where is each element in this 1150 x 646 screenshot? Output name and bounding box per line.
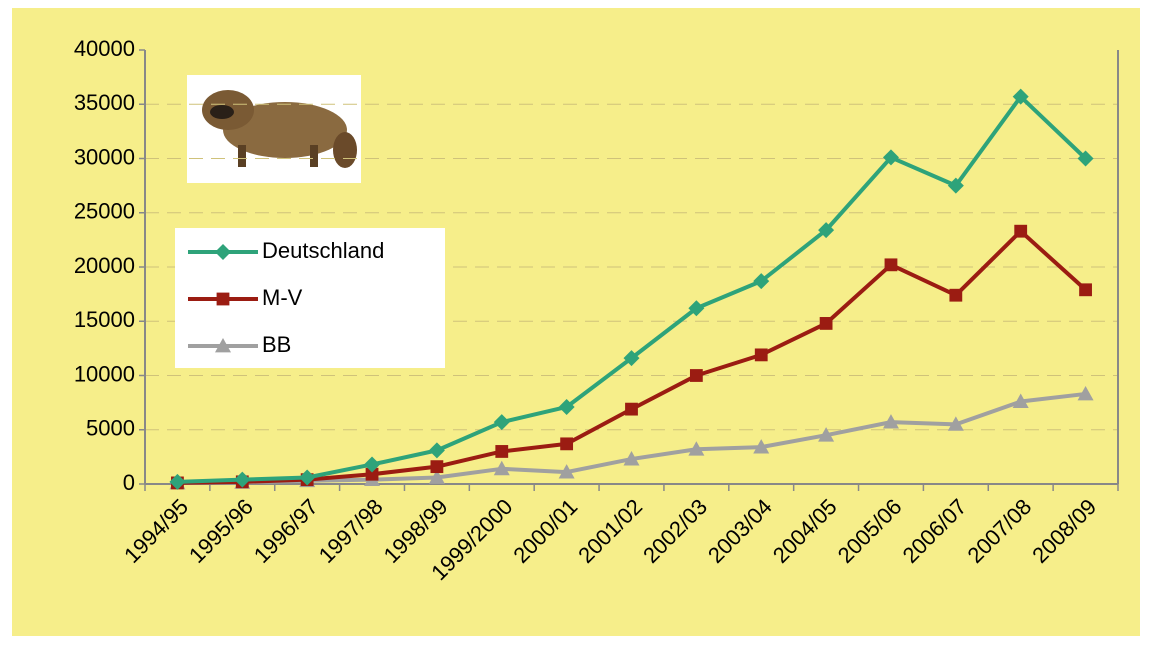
animal-picture [187,75,361,183]
marker [495,445,509,458]
y-tick-label: 15000 [74,307,135,332]
marker [299,469,316,486]
marker [560,437,574,451]
y-tick-label: 10000 [74,361,135,386]
marker [428,469,445,484]
marker [949,288,963,302]
marker [1077,385,1094,401]
y-tick-label: 20000 [74,253,135,278]
marker [169,473,186,490]
marker [215,244,231,260]
marker [365,467,379,481]
marker [1012,88,1029,105]
marker [882,414,899,429]
marker [623,451,640,466]
marker [689,369,703,382]
marker [818,427,835,442]
marker [818,222,835,239]
marker [688,300,705,317]
marker [216,292,230,306]
y-tick-label: 35000 [74,90,135,115]
marker [753,439,770,454]
y-tick-label: 0 [123,470,135,495]
legend-label: BB [262,332,291,357]
marker [625,402,638,416]
marker [884,258,898,272]
marker [234,471,251,488]
marker [1077,150,1094,167]
marker [1079,283,1092,297]
marker [493,460,510,476]
marker [947,416,964,431]
marker [493,414,510,431]
marker [215,338,231,353]
y-tick-label: 25000 [74,199,135,224]
marker [623,350,640,367]
marker [754,348,768,362]
marker [819,317,833,330]
y-tick-label: 40000 [74,36,135,61]
legend-label: M-V [262,285,303,310]
marker [558,398,575,415]
y-tick-label: 30000 [74,144,135,169]
marker [1014,224,1028,238]
marker [753,273,770,290]
marker [947,177,964,194]
legend: Deutschland M-V BB [175,228,445,368]
legend-label: Deutschland [262,238,384,263]
marker [1012,393,1029,408]
marker [430,460,444,474]
marker [428,442,445,459]
marker [688,441,705,456]
marker [364,456,381,473]
marker [558,464,575,479]
y-tick-label: 5000 [86,416,135,441]
marker [882,149,899,166]
